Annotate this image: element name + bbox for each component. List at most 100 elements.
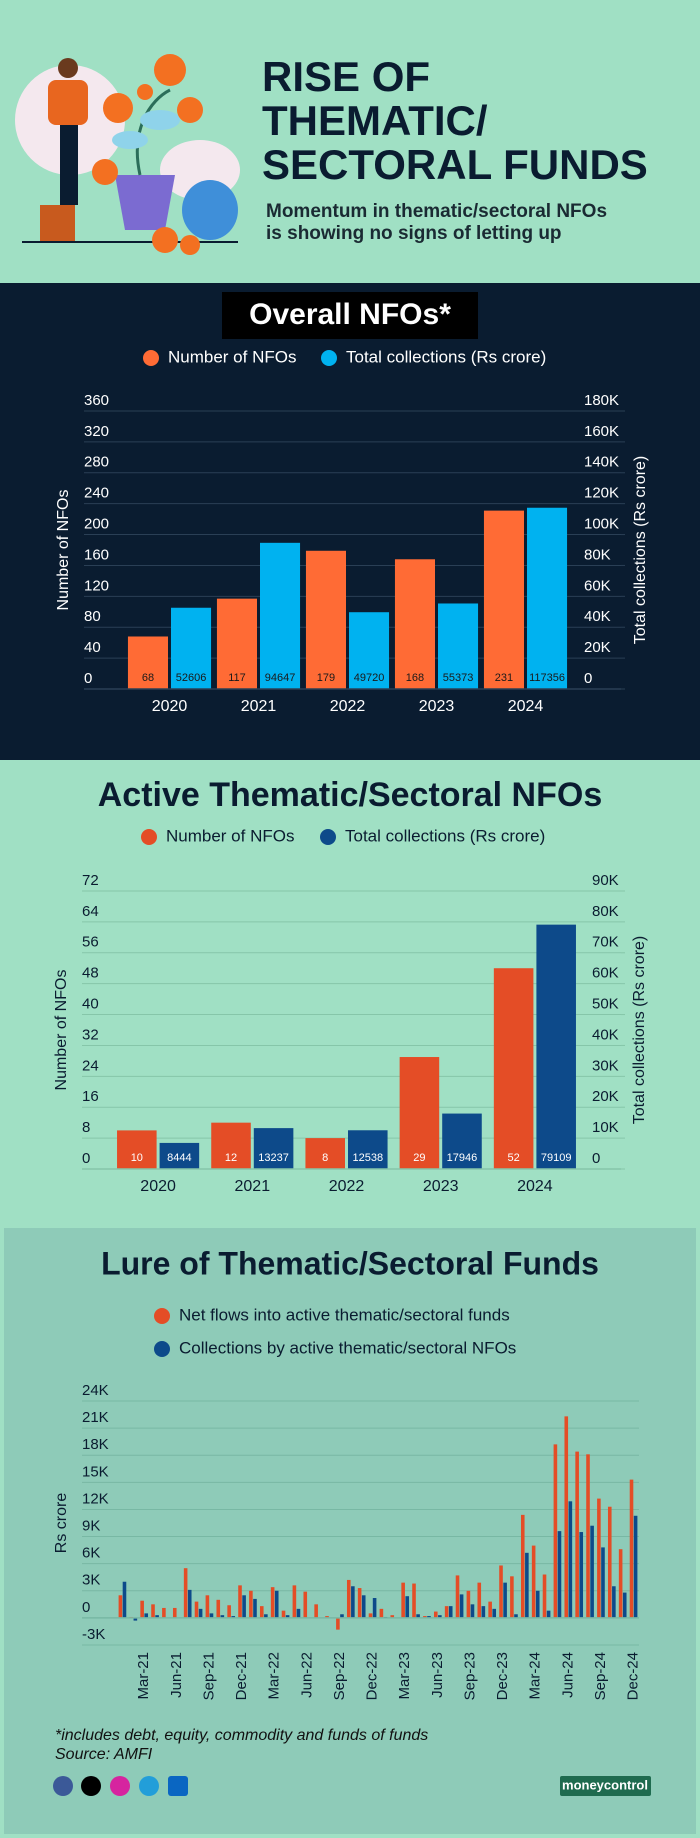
y2-tick-label: 40K (584, 608, 611, 625)
bar (349, 612, 390, 689)
bar (492, 1608, 497, 1618)
bar-value-label: 12 (225, 1152, 237, 1164)
bar (198, 1608, 203, 1618)
legend-label: Number of NFOs (168, 347, 296, 366)
y-tick-label: 56 (82, 934, 99, 951)
bar (264, 1614, 268, 1618)
x-tick-label: 2021 (241, 698, 277, 715)
y-tick-label: 0 (84, 670, 92, 687)
bar (216, 598, 257, 689)
y2-tick-label: 90K (592, 872, 619, 889)
bar-value-label: 12538 (352, 1152, 383, 1164)
bar (117, 1130, 157, 1169)
y2-tick-label: 160K (584, 423, 619, 440)
y-tick-label: 8 (82, 1119, 90, 1136)
bar (520, 1514, 525, 1618)
bar (238, 1585, 242, 1618)
bar (171, 607, 212, 689)
bar (122, 1581, 127, 1618)
y2-tick-label: 100K (584, 516, 619, 533)
x-tick-label: Jun-24 (559, 1652, 576, 1698)
bar (618, 1549, 623, 1618)
bar (622, 1592, 627, 1618)
bar (303, 1591, 308, 1618)
bar-value-label: 94647 (265, 672, 296, 684)
bar (399, 1057, 440, 1169)
title-box (222, 292, 478, 339)
bar (586, 1454, 590, 1618)
y2-tick-label: 80K (592, 903, 619, 920)
bar-value-label: 79109 (541, 1152, 572, 1164)
bar (568, 1501, 573, 1618)
bar (260, 542, 301, 689)
bar (510, 1576, 514, 1618)
bar-value-label: 13237 (258, 1152, 289, 1164)
bar (607, 1506, 612, 1618)
legend-marker (320, 829, 336, 845)
y-axis-title: Number of NFOs (53, 970, 70, 1091)
x-tick-label: Dec-22 (364, 1652, 381, 1700)
y2-axis-title: Total collections (Rs crore) (631, 936, 648, 1125)
x-tick-label: 2020 (140, 1178, 176, 1195)
legend-label: Total collections (Rs crore) (346, 347, 546, 366)
x-tick-label: Jun-21 (168, 1652, 185, 1698)
bar (220, 1615, 225, 1618)
bar (444, 1606, 449, 1618)
chart-title: Lure of Thematic/Sectoral Funds (101, 1245, 599, 1281)
y2-tick-label: 40K (592, 1026, 619, 1043)
bar (325, 1616, 329, 1618)
bar-value-label: 52 (507, 1152, 519, 1164)
bar (140, 1600, 144, 1618)
bar (379, 1608, 384, 1618)
x-tick-label: Mar-22 (266, 1652, 283, 1700)
y-tick-label: 40 (84, 639, 101, 656)
bar (394, 559, 435, 689)
y-tick-label: 64 (82, 903, 99, 920)
y-tick-label: 6K (82, 1545, 100, 1562)
bar (205, 1595, 210, 1618)
bar (438, 1615, 442, 1618)
bar (253, 1598, 257, 1618)
bar (553, 1444, 558, 1618)
title: RISE OF (262, 53, 430, 100)
bar (427, 1616, 431, 1618)
bar (209, 1613, 214, 1618)
bar (259, 1606, 264, 1618)
bar (557, 1531, 562, 1618)
bar-value-label: 8444 (167, 1152, 191, 1164)
bar (285, 1615, 290, 1618)
x-tick-label: 2023 (419, 698, 455, 715)
y-axis-title: Rs crore (53, 1493, 70, 1554)
x-tick-label: 2020 (152, 698, 188, 715)
y-tick-label: 320 (84, 423, 109, 440)
bar (493, 968, 534, 1169)
bar (488, 1601, 492, 1618)
illustration (15, 54, 240, 255)
y2-tick-label: 180K (584, 392, 619, 409)
y-tick-label: 24K (82, 1382, 109, 1399)
bar (412, 1583, 416, 1618)
bar (527, 507, 568, 689)
legend-marker (321, 350, 337, 366)
y-tick-label: 32 (82, 1026, 99, 1043)
bar (314, 1604, 318, 1618)
logo: moneycontrol (562, 1777, 648, 1792)
bar (351, 1586, 355, 1618)
x-tick-label: Dec-21 (233, 1652, 250, 1700)
bar (401, 1582, 405, 1618)
x-tick-label: 2022 (329, 1178, 365, 1195)
y2-tick-label: 0 (584, 670, 592, 687)
bar (416, 1614, 420, 1618)
y-tick-label: -3K (82, 1626, 105, 1643)
y2-tick-label: 120K (584, 485, 619, 502)
x-tick-label: Jun-23 (429, 1652, 446, 1698)
y-tick-label: 280 (84, 454, 109, 471)
bar (292, 1585, 297, 1618)
bar (361, 1595, 366, 1618)
y-tick-label: 24 (82, 1057, 99, 1074)
bar (438, 603, 479, 689)
section-bg (4, 1228, 696, 1834)
bar-value-label: 10 (131, 1152, 143, 1164)
bar-value-label: 49720 (354, 672, 385, 684)
